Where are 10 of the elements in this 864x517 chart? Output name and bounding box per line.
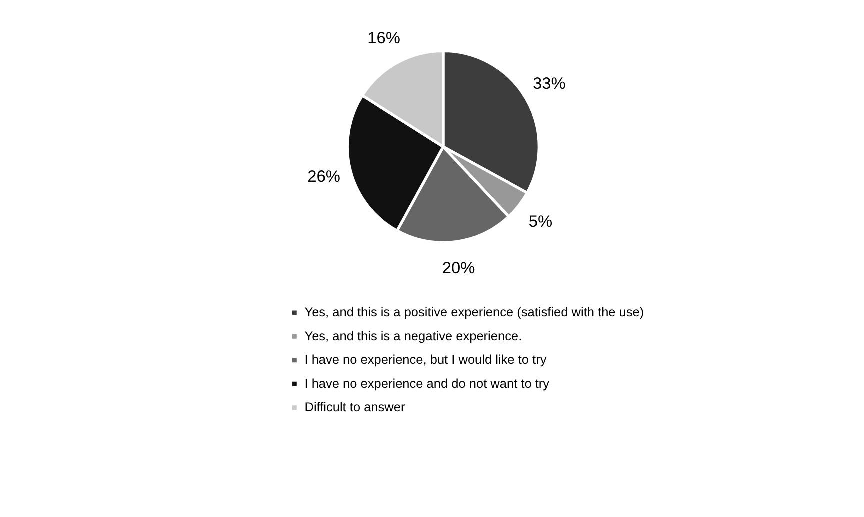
- legend-label: I have no experience and do not want to try: [304, 376, 550, 391]
- legend-label: Difficult to answer: [304, 400, 406, 415]
- data-label: 20%: [442, 260, 476, 278]
- data-label: 5%: [528, 212, 553, 231]
- legend-label: I have no experience, but I would like to try: [304, 352, 548, 368]
- legend-label: Yes, and this is a negative experience.: [304, 328, 522, 344]
- legend-label: Yes, and this is a positive experience (satisfied with the use): [304, 304, 644, 320]
- data-label: 26%: [308, 168, 341, 186]
- data-label: 16%: [368, 30, 400, 48]
- data-label: 33%: [533, 74, 566, 93]
